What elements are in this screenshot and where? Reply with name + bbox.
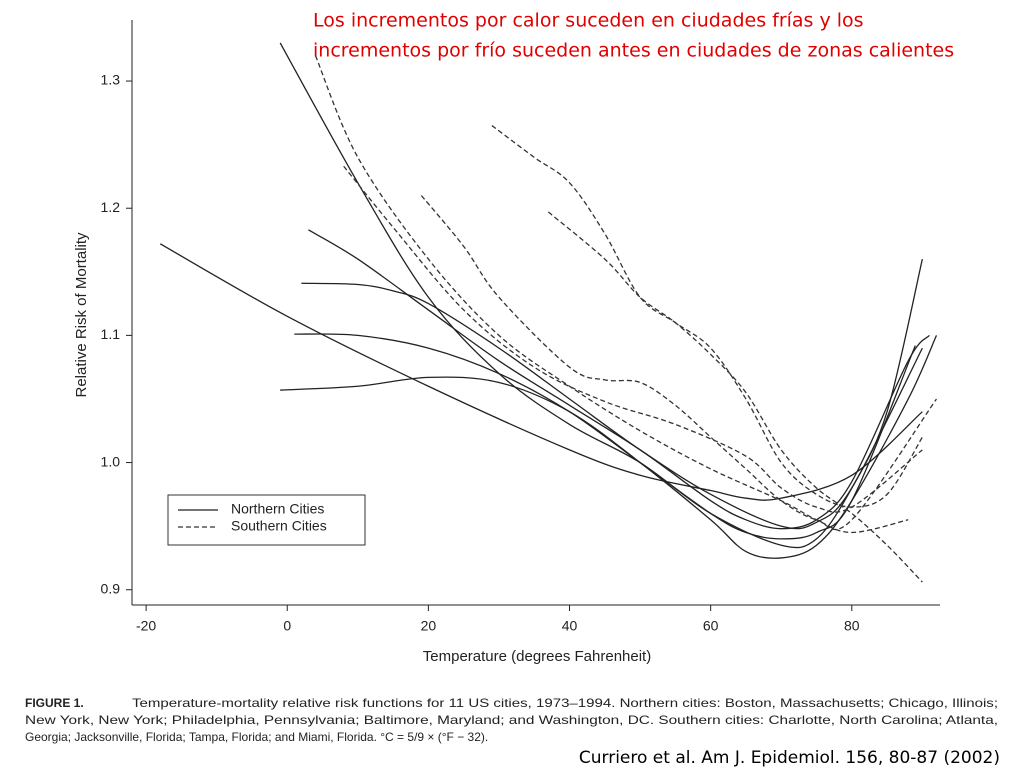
citation: Curriero et al. Am J. Epidemiol. 156, 80… [579,748,1000,768]
legend-label: Northern Cities [231,501,324,517]
curve [280,335,938,559]
caption-line: Georgia; Jacksonville, Florida; Tampa, F… [25,730,488,744]
x-tick-label: -20 [136,618,156,634]
x-tick-label: 20 [421,618,437,634]
curve [294,333,916,540]
y-tick-label: 1.2 [101,199,121,215]
curve [301,282,923,530]
x-tick-label: 60 [703,618,719,634]
curve [343,165,923,513]
x-tick-label: 40 [562,618,578,634]
legend-box [167,494,366,546]
y-tick-label: 0.9 [101,580,121,596]
curve [279,42,923,549]
curve [547,211,923,583]
x-tick-label: 80 [844,618,860,634]
annotation: Los incrementos por calor suceden en ciu… [313,10,864,32]
x-tick-label: 0 [283,618,291,634]
y-tick-label: 1.1 [101,326,121,342]
y-tick-label: 1.0 [101,453,121,469]
y-tick-label: 1.3 [101,72,121,88]
annotation: incrementos por frío suceden antes en ci… [313,40,954,62]
caption-label: FIGURE 1. [25,696,84,710]
curve [491,125,923,508]
curve [314,55,909,534]
curve [420,195,938,531]
x-axis-label: Temperature (degrees Fahrenheit) [423,648,651,665]
caption-line: New York, New York; Philadelphia, Pennsy… [25,713,998,727]
curve [308,229,930,530]
caption-line: Temperature-mortality relative risk func… [132,696,998,710]
legend-label: Southern Cities [231,518,327,534]
curve [159,243,923,501]
y-axis-label: Relative Risk of Mortality [73,232,90,398]
